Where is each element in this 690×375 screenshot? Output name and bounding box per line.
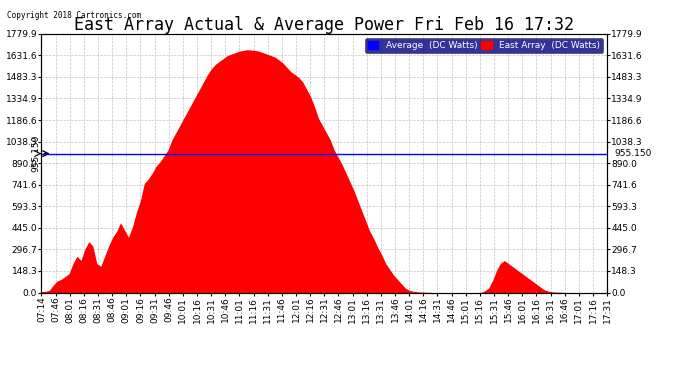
Legend: Average  (DC Watts), East Array  (DC Watts): Average (DC Watts), East Array (DC Watts… <box>365 38 602 53</box>
Text: 955.150: 955.150 <box>614 149 651 158</box>
Title: East Array Actual & Average Power Fri Feb 16 17:32: East Array Actual & Average Power Fri Fe… <box>75 16 574 34</box>
Text: Copyright 2018 Cartronics.com: Copyright 2018 Cartronics.com <box>7 11 141 20</box>
Text: 955.150: 955.150 <box>32 135 41 172</box>
